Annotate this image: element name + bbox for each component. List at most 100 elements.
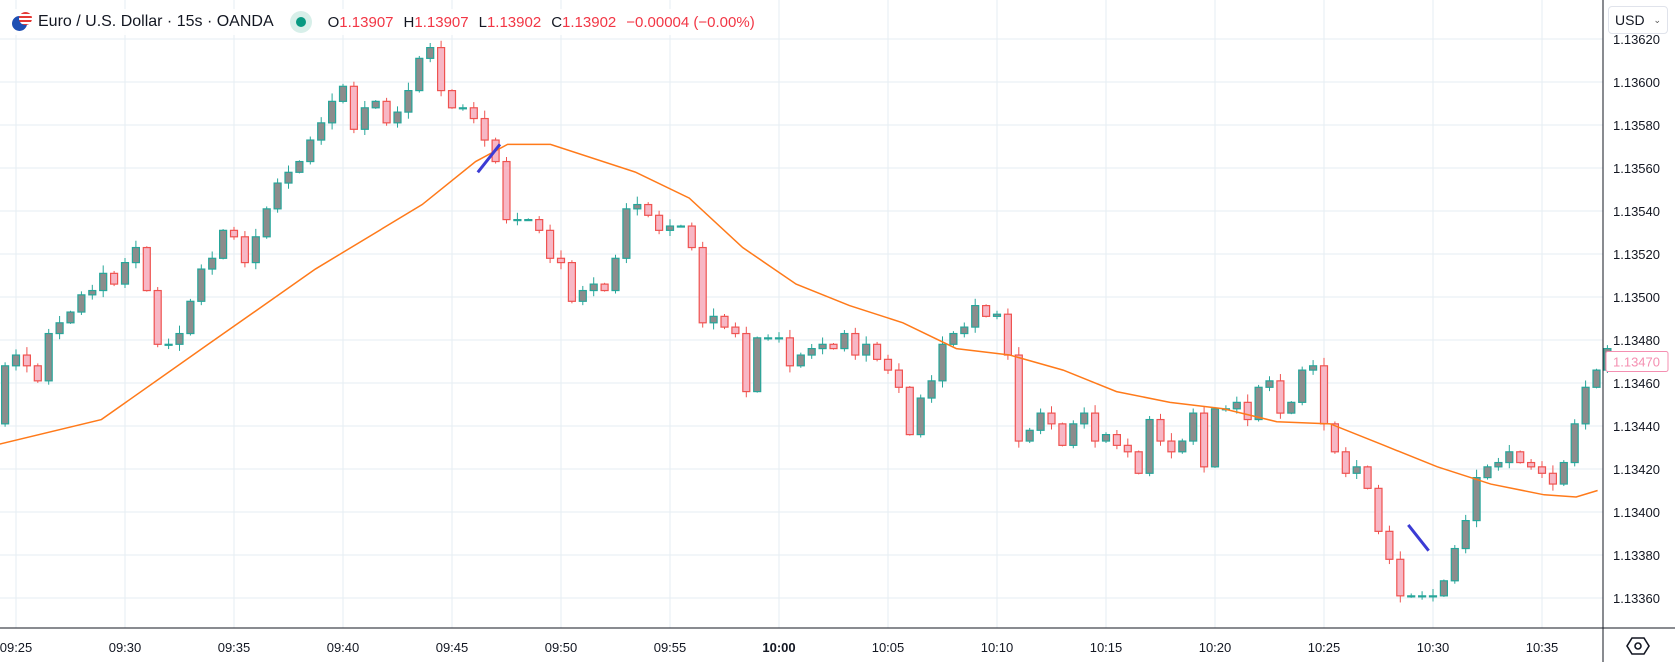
- x-tick-label: 09:35: [218, 640, 251, 655]
- candle-body: [1526, 461, 1536, 468]
- candle: [949, 331, 958, 347]
- candle-body: [1385, 530, 1394, 560]
- x-tick-label: 09:45: [436, 640, 469, 655]
- settings-hexagon-icon[interactable]: [1625, 634, 1651, 658]
- candle: [120, 257, 130, 288]
- candle: [840, 330, 849, 352]
- trend-line[interactable]: [476, 143, 502, 174]
- grid: [0, 0, 1603, 628]
- candle: [1537, 461, 1547, 479]
- candle-body: [1363, 466, 1372, 489]
- candle: [0, 362, 10, 427]
- candle-body: [535, 219, 544, 231]
- candle-body: [1287, 401, 1296, 414]
- candle: [11, 349, 21, 371]
- candle: [1396, 551, 1405, 603]
- candle: [731, 322, 740, 338]
- x-tick-label: 09:40: [327, 640, 360, 655]
- candle: [262, 206, 271, 239]
- candle: [589, 277, 598, 297]
- market-status-icon[interactable]: [289, 11, 312, 33]
- candle-body: [142, 246, 151, 292]
- candle: [273, 178, 282, 213]
- candle: [1570, 419, 1579, 467]
- candle-body: [415, 57, 424, 92]
- candle: [1352, 460, 1361, 479]
- candle-body: [927, 380, 936, 399]
- candle: [1461, 514, 1470, 554]
- candle-body: [349, 85, 358, 130]
- candle: [458, 104, 467, 111]
- candle: [1036, 408, 1045, 435]
- candle: [197, 264, 206, 306]
- x-tick-label: 10:15: [1090, 640, 1123, 655]
- candle-body: [1210, 408, 1220, 468]
- candle-body: [164, 343, 173, 346]
- candle-body: [447, 89, 457, 109]
- candle: [1287, 401, 1296, 415]
- candle: [524, 218, 533, 222]
- y-tick-label: 1.13460: [1613, 376, 1660, 391]
- candle: [1254, 384, 1263, 422]
- x-tick-label: 09:30: [109, 640, 142, 655]
- candle-body: [393, 111, 402, 124]
- candle: [556, 250, 566, 270]
- last-price-label-box: [1605, 351, 1669, 372]
- candle-body: [404, 89, 413, 113]
- candle: [938, 336, 947, 388]
- candle: [437, 40, 446, 97]
- candle-body: [1494, 461, 1503, 468]
- y-tick-label: 1.13480: [1613, 333, 1660, 348]
- candle-body: [654, 214, 664, 231]
- candle-body: [1308, 365, 1318, 371]
- candle-body: [338, 85, 348, 102]
- x-tick-label: 10:10: [981, 640, 1014, 655]
- candle: [720, 313, 729, 330]
- candle-body: [774, 337, 784, 340]
- candle: [404, 82, 413, 119]
- candle-body: [66, 311, 75, 324]
- candle-body: [687, 225, 696, 249]
- candle-body: [1548, 472, 1558, 485]
- candle-body: [1090, 412, 1100, 442]
- trend-line[interactable]: [1407, 523, 1430, 552]
- x-tick-label: 10:25: [1308, 640, 1341, 655]
- candle-body: [971, 305, 980, 328]
- candle-body: [77, 294, 86, 313]
- candle-body: [1014, 354, 1023, 442]
- candle-body: [556, 257, 566, 264]
- x-tick-label: 10:20: [1199, 640, 1232, 655]
- candle-body: [1167, 440, 1176, 453]
- candle: [382, 97, 391, 126]
- candle: [44, 328, 53, 385]
- x-tick-label: 09:25: [0, 640, 32, 655]
- candle: [862, 336, 871, 362]
- currency-selector[interactable]: USD ⌄: [1608, 6, 1668, 34]
- y-tick-label: 1.13600: [1613, 75, 1660, 90]
- candle-body: [1134, 451, 1143, 474]
- candle: [1210, 407, 1220, 468]
- candle-body: [1178, 440, 1187, 453]
- low-value: 1.13902: [486, 13, 542, 31]
- candle: [971, 298, 980, 333]
- candle: [1003, 308, 1013, 360]
- candle-body: [1276, 380, 1285, 414]
- candle: [829, 343, 838, 350]
- candle-body: [1319, 365, 1329, 425]
- candle-body: [120, 262, 130, 285]
- candle-body: [905, 386, 914, 436]
- x-tick-label: 10:00: [762, 640, 795, 655]
- candle: [1145, 416, 1154, 477]
- candle-body: [578, 289, 587, 302]
- y-tick-label: 1.13620: [1613, 32, 1660, 47]
- candle-body: [1417, 595, 1427, 598]
- y-tick-label: 1.13500: [1613, 290, 1660, 305]
- candle-body: [306, 139, 315, 163]
- candle-body: [1101, 434, 1111, 442]
- candle: [578, 285, 587, 306]
- symbol-title[interactable]: Euro / U.S. Dollar · 15s · OANDA: [38, 13, 274, 30]
- candle-body: [862, 343, 871, 356]
- drawings[interactable]: [476, 143, 1430, 552]
